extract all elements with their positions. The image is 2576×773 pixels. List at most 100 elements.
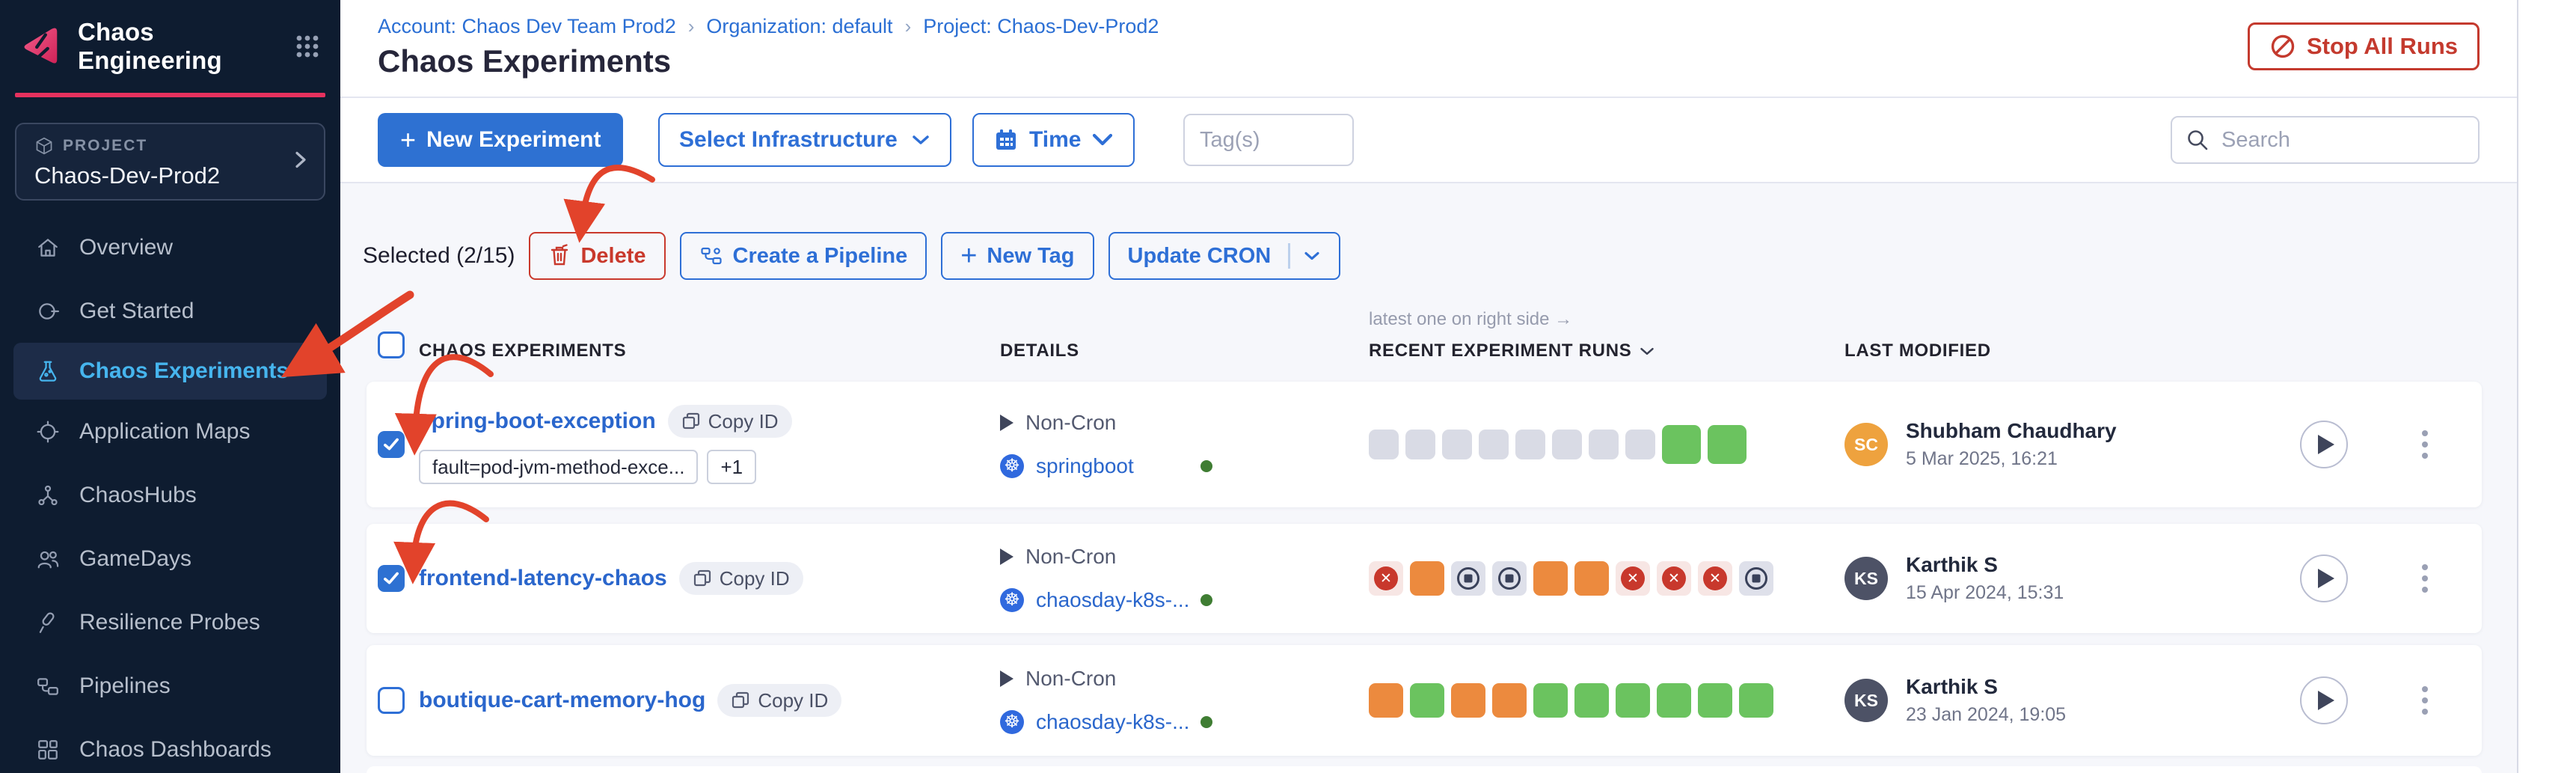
run-status-empty[interactable] [1625,430,1655,459]
time-filter-dropdown[interactable]: Time [972,113,1135,167]
run-status-running[interactable] [1451,683,1485,718]
run-status-failed[interactable] [1369,561,1403,596]
run-status-stopped[interactable] [1739,561,1773,596]
page-title: Chaos Experiments [378,43,672,79]
row-checkbox[interactable] [378,431,405,458]
new-tag-label: New Tag [987,243,1075,268]
run-status-empty[interactable] [1479,430,1509,459]
run-status-running[interactable] [1574,561,1609,596]
plus-icon: + [960,240,978,272]
run-status-empty[interactable] [1589,430,1619,459]
last-modified-cell: KS Karthik S 15 Apr 2024, 15:31 [1844,553,2064,604]
experiment-name-link[interactable]: frontend-latency-chaos [419,566,667,590]
expand-triangle-icon[interactable] [1000,415,1013,431]
infrastructure-link[interactable]: springboot [1036,454,1134,477]
run-status-empty[interactable] [1405,430,1435,459]
copy-id-button[interactable]: Copy ID [667,405,792,438]
row-menu-button[interactable] [2417,426,2432,463]
run-experiment-button[interactable] [2300,676,2348,724]
run-status-success[interactable] [1739,683,1773,718]
new-experiment-button[interactable]: + New Experiment [378,113,624,167]
sidebar-item-gamedays[interactable]: GameDays [0,527,340,590]
expand-triangle-icon[interactable] [1000,670,1013,687]
sidebar-item-chaos-experiments[interactable]: Chaos Experiments [13,343,327,400]
expand-triangle-icon[interactable] [1000,549,1013,565]
update-cron-button[interactable]: Update CRON [1108,232,1340,280]
breadcrumb-account-link[interactable]: Account: Chaos Dev Team Prod2 [378,15,676,37]
column-header-runs[interactable]: RECENT EXPERIMENT RUNS [1369,340,1655,361]
sidebar-item-resilience-probes[interactable]: Resilience Probes [0,590,340,654]
details-cell: Non-Cron ☸ springboot [1000,410,1314,479]
run-experiment-button[interactable] [2300,554,2348,602]
trash-icon [548,244,571,268]
experiment-row: boutique-cart-memory-hog Copy ID Non-Cro… [367,645,2482,756]
sidebar: Chaos Engineering PROJE [0,0,340,773]
experiment-row-partial [367,766,2482,773]
run-status-success[interactable] [1410,683,1444,718]
run-status-empty[interactable] [1369,430,1399,459]
run-status-running[interactable] [1492,683,1527,718]
run-status-success[interactable] [1533,683,1568,718]
create-pipeline-button[interactable]: Create a Pipeline [679,232,927,280]
sidebar-item-chaoshubs[interactable]: ChaosHubs [0,463,340,527]
stop-all-runs-label: Stop All Runs [2306,33,2458,59]
run-status-success[interactable] [1708,425,1747,464]
project-selector[interactable]: PROJECT Chaos-Dev-Prod2 [15,123,325,201]
run-status-success[interactable] [1574,683,1609,718]
breadcrumb-project-link[interactable]: Project: Chaos-Dev-Prod2 [923,15,1159,37]
tag-chip[interactable]: fault=pod-jvm-method-exce... [419,450,699,484]
search-input[interactable] [2220,126,2465,153]
chaos-logo-icon [19,25,63,68]
row-menu-button[interactable] [2417,682,2432,719]
infra-status-dot [1200,716,1212,728]
sidebar-item-get-started[interactable]: Get Started [0,279,340,343]
run-status-success[interactable] [1616,683,1650,718]
copy-id-button[interactable]: Copy ID [678,562,803,595]
stop-all-runs-button[interactable]: Stop All Runs [2247,22,2480,70]
row-checkbox[interactable] [378,565,405,592]
new-tag-button[interactable]: + New Tag [941,232,1094,280]
run-status-empty[interactable] [1515,430,1545,459]
copy-id-button[interactable]: Copy ID [717,684,842,717]
run-status-success[interactable] [1698,683,1732,718]
tags-input[interactable] [1183,114,1354,166]
infrastructure-link[interactable]: chaosday-k8s-... [1036,710,1190,733]
run-experiment-button[interactable] [2300,421,2348,468]
run-status-empty[interactable] [1552,430,1582,459]
project-name: Chaos-Dev-Prod2 [34,162,221,189]
run-status-failed[interactable] [1616,561,1650,596]
avatar: SC [1844,423,1888,466]
run-status-failed[interactable] [1657,561,1691,596]
select-infrastructure-dropdown[interactable]: Select Infrastructure [658,113,951,167]
tag-more-chip[interactable]: +1 [707,450,757,484]
run-status-running[interactable] [1533,561,1568,596]
run-status-success[interactable] [1657,683,1691,718]
scrollbar-gutter[interactable] [2517,0,2576,773]
copy-id-label: Copy ID [758,688,829,712]
experiments-list: spring-boot-exception Copy ID fault=pod-… [367,382,2482,773]
copy-icon [682,412,699,430]
run-status-running[interactable] [1410,561,1444,596]
sidebar-item-label: Pipelines [79,673,171,698]
experiment-name-link[interactable]: spring-boot-exception [419,409,656,433]
module-grid-icon[interactable] [294,33,321,60]
run-status-running[interactable] [1369,683,1403,718]
run-status-stopped[interactable] [1451,561,1485,596]
search-icon [2186,128,2209,152]
delete-button[interactable]: Delete [529,232,666,280]
select-all-checkbox[interactable] [378,331,405,358]
breadcrumb-org-link[interactable]: Organization: default [706,15,893,37]
experiment-name-link[interactable]: boutique-cart-memory-hog [419,688,706,712]
sidebar-item-chaos-dashboards[interactable]: Chaos Dashboards [0,718,340,773]
sidebar-item-overview[interactable]: Overview [0,216,340,279]
run-status-success[interactable] [1662,425,1701,464]
sidebar-item-application-maps[interactable]: Application Maps [0,400,340,463]
toolbar: + New Experiment Select Infrastructure T… [340,98,2517,183]
run-status-failed[interactable] [1698,561,1732,596]
run-status-stopped[interactable] [1492,561,1527,596]
run-status-empty[interactable] [1442,430,1472,459]
infrastructure-link[interactable]: chaosday-k8s-... [1036,588,1190,611]
row-checkbox[interactable] [378,687,405,714]
sidebar-item-pipelines[interactable]: Pipelines [0,654,340,718]
row-menu-button[interactable] [2417,560,2432,597]
